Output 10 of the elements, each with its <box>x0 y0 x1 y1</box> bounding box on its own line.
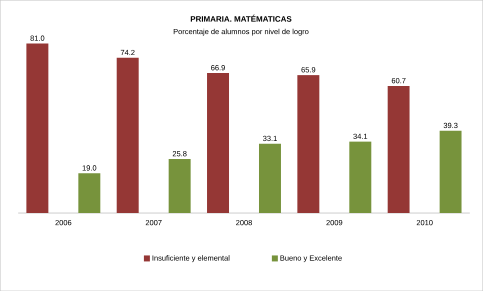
bar <box>388 86 410 213</box>
bar <box>78 173 100 213</box>
bar <box>440 130 462 213</box>
bar <box>116 58 139 213</box>
bar <box>258 144 281 213</box>
bar <box>207 72 230 213</box>
bar <box>349 142 372 213</box>
bar <box>26 43 48 213</box>
bar <box>168 158 191 213</box>
bar <box>297 75 320 213</box>
